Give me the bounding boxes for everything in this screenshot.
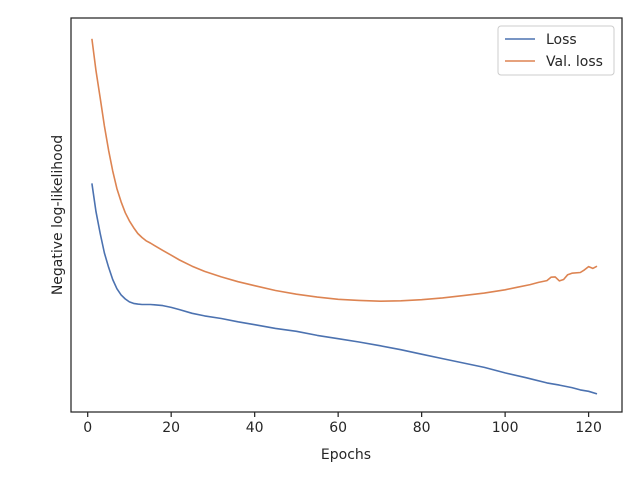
x-tick-label: 120 xyxy=(575,420,602,436)
legend-label: Loss xyxy=(546,32,577,48)
x-tick-label: 20 xyxy=(162,420,180,436)
plot-area xyxy=(70,17,623,413)
x-axis-ticks: 0 20 40 60 80 100 120 xyxy=(83,412,602,436)
x-tick-label: 0 xyxy=(83,420,92,436)
series-layer xyxy=(91,38,598,395)
series-line-val-loss xyxy=(91,38,598,302)
x-tick-label: 40 xyxy=(246,420,264,436)
legend-label: Val. loss xyxy=(546,54,603,70)
plot-frame xyxy=(70,17,623,413)
x-tick-label: 100 xyxy=(492,420,519,436)
legend: Loss Val. loss xyxy=(497,25,615,76)
y-axis-label: Negative log-likelihood xyxy=(50,135,66,295)
x-tick-label: 80 xyxy=(413,420,431,436)
series-line-loss xyxy=(91,183,598,395)
x-tick-label: 60 xyxy=(329,420,347,436)
x-axis-label: Epochs xyxy=(321,447,371,463)
